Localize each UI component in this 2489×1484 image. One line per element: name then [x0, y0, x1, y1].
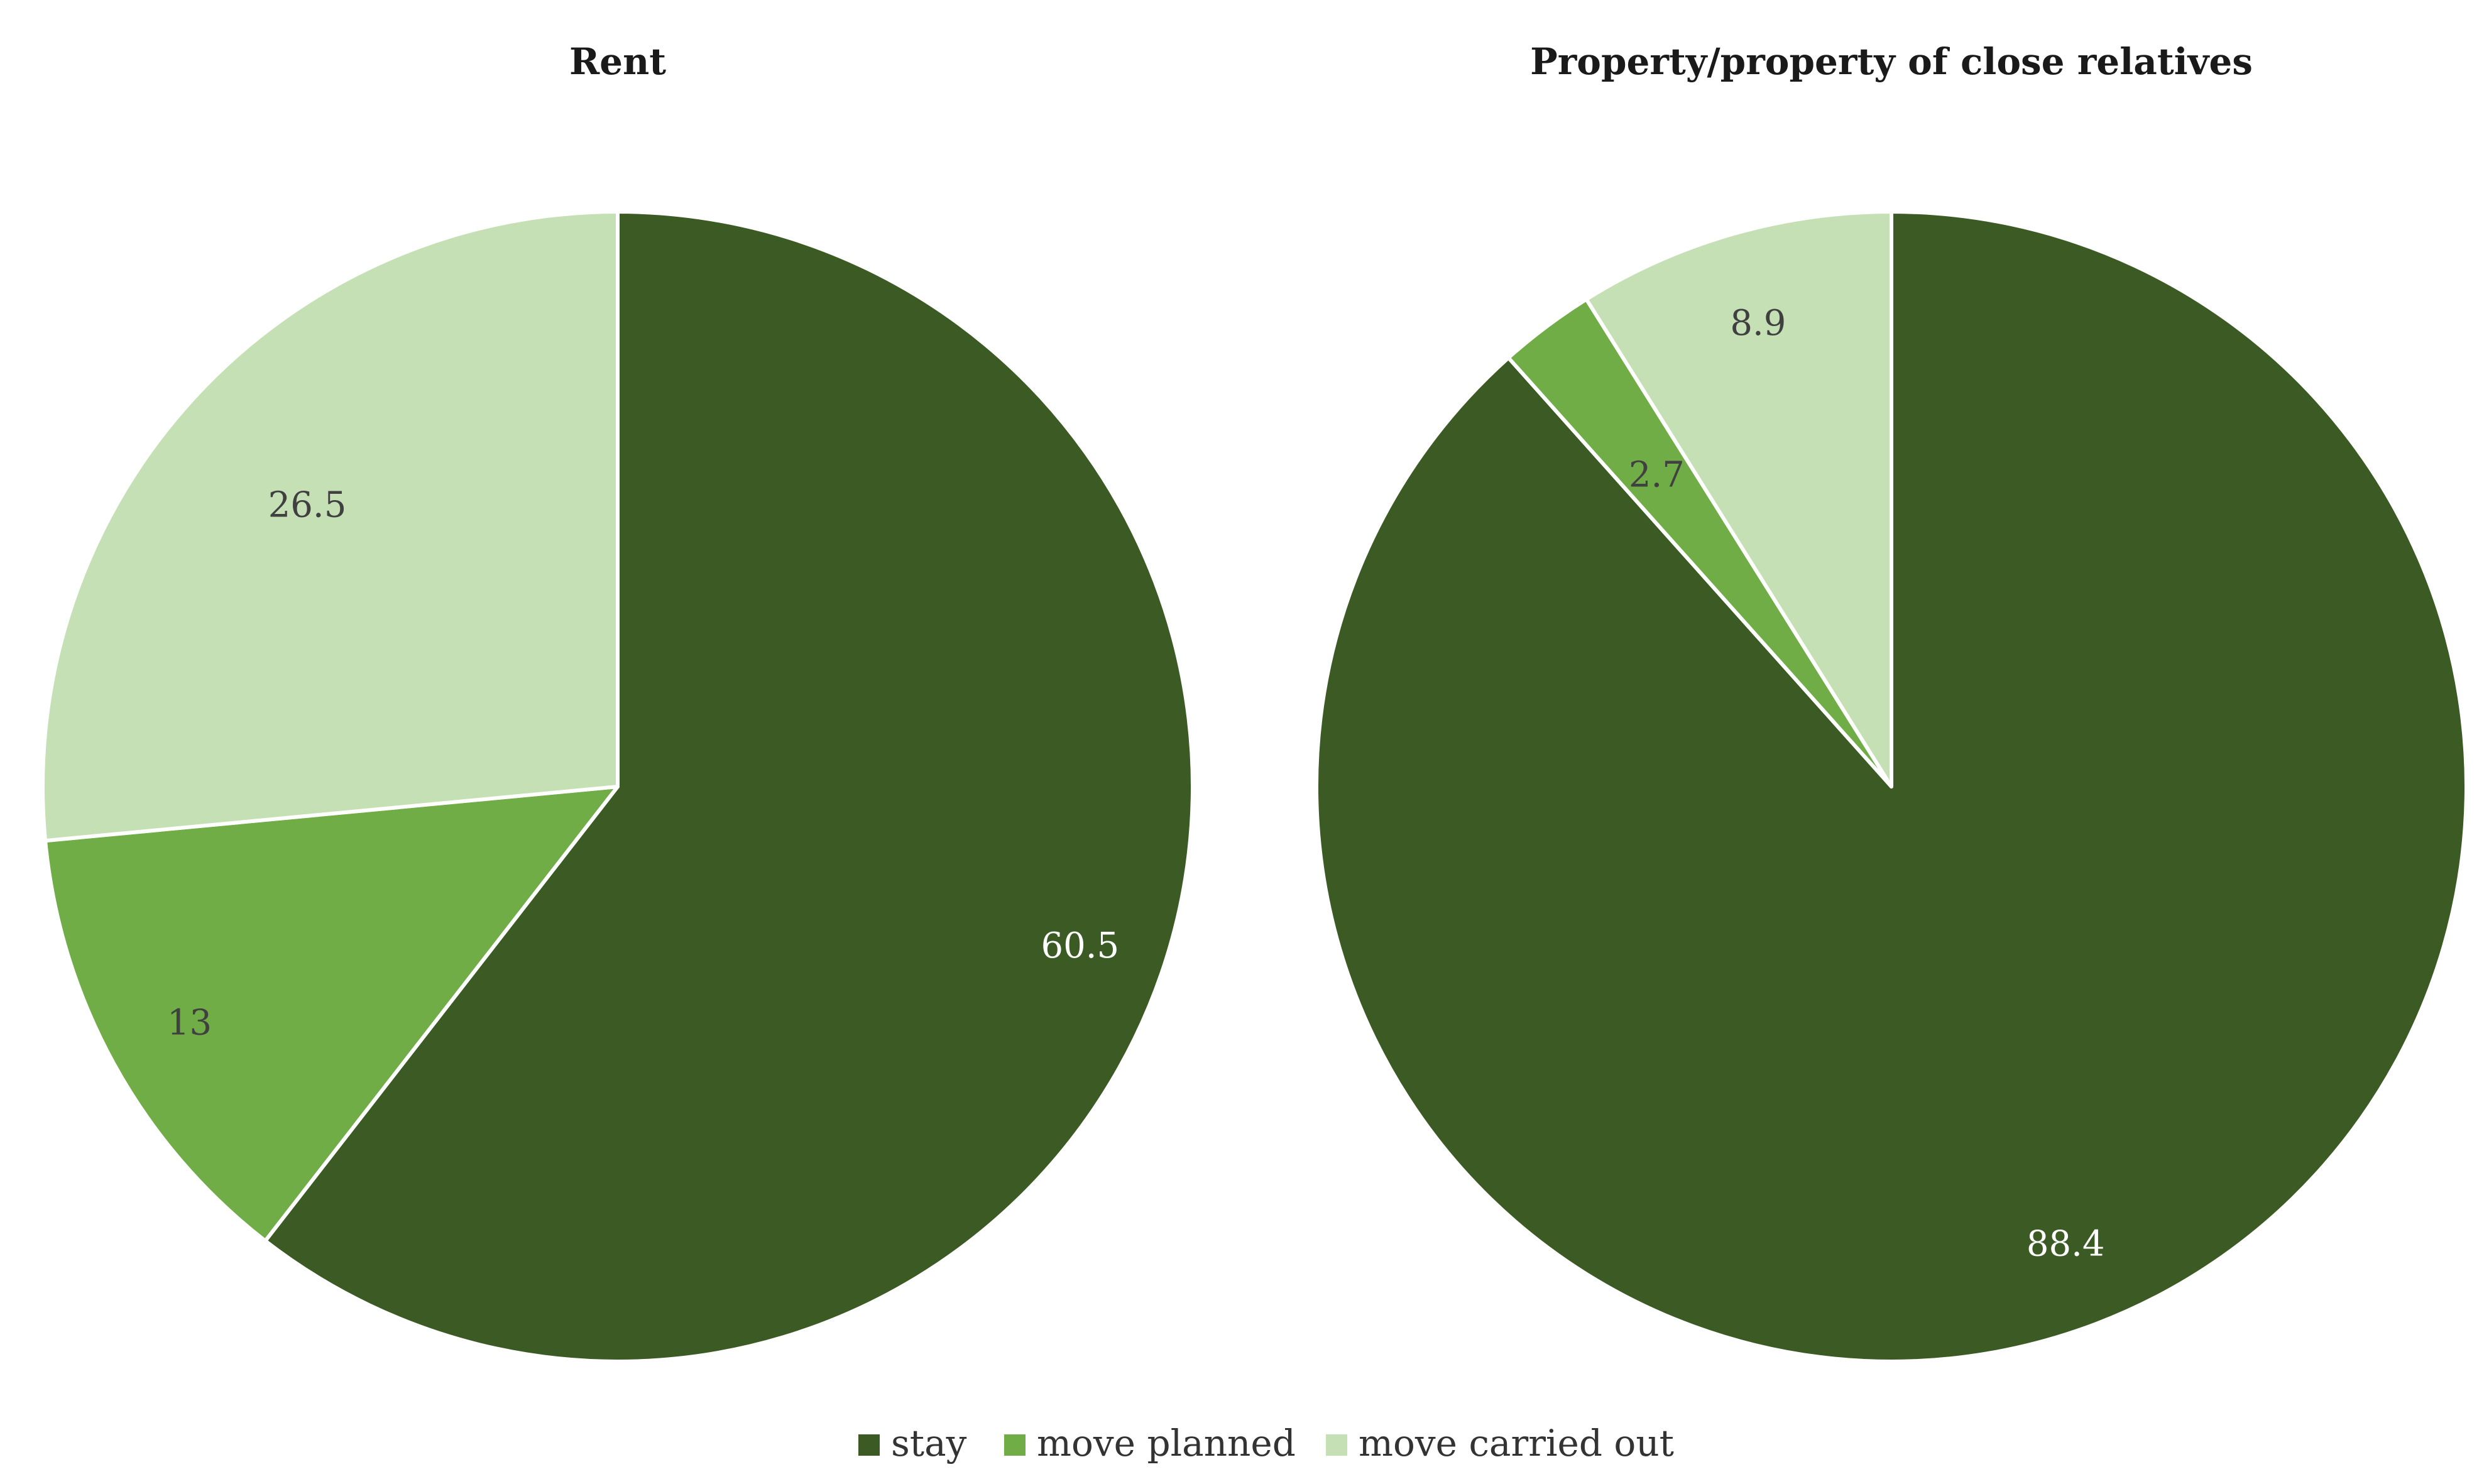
pie-chart-rent: Rent 60.5 13 26.5: [41, 40, 1195, 1363]
data-label-move-planned: 13: [167, 1003, 212, 1044]
data-label-move-carried-out: 8.9: [1730, 303, 1786, 344]
legend-label-move-carried-out: move carried out: [1359, 1422, 1674, 1465]
legend-item-move-carried-out: move carried out: [1326, 1422, 1674, 1465]
chart-title-rent: Rent: [569, 40, 666, 83]
pie-slice-stay: [263, 210, 1195, 1363]
data-label-move-carried-out: 26.5: [268, 485, 347, 526]
legend-label-stay: stay: [891, 1422, 967, 1465]
legend-swatch-stay: [858, 1434, 880, 1456]
legend-item-stay: stay: [858, 1422, 967, 1465]
pie-slice-move-carried-out: [41, 210, 620, 843]
data-label-stay: 88.4: [2027, 1224, 2105, 1265]
data-label-move-planned: 2.7: [1629, 454, 1685, 495]
chart-title-property: Property/property of close relatives: [1530, 40, 2253, 83]
pie-labels-rent: 60.5 13 26.5: [167, 485, 1119, 1044]
pie-labels-property: 88.4 2.7 8.9: [1629, 303, 2105, 1265]
data-label-stay: 60.5: [1041, 925, 1119, 966]
legend-swatch-move-planned: [1004, 1434, 1026, 1456]
pie-chart-property: Property/property of close relatives 88.…: [1315, 40, 2468, 1363]
legend-swatch-move-carried-out: [1326, 1434, 1347, 1456]
pie-slice-move-planned: [43, 785, 620, 1243]
legend-item-move-planned: move planned: [1004, 1422, 1296, 1465]
legend-label-move-planned: move planned: [1037, 1422, 1296, 1465]
pie-slices-property: [1315, 210, 2468, 1363]
legend: stay move planned move carried out: [858, 1422, 1674, 1465]
pie-slices-rent: [41, 210, 1195, 1363]
pie-slice-move-carried-out: [1584, 210, 1893, 788]
